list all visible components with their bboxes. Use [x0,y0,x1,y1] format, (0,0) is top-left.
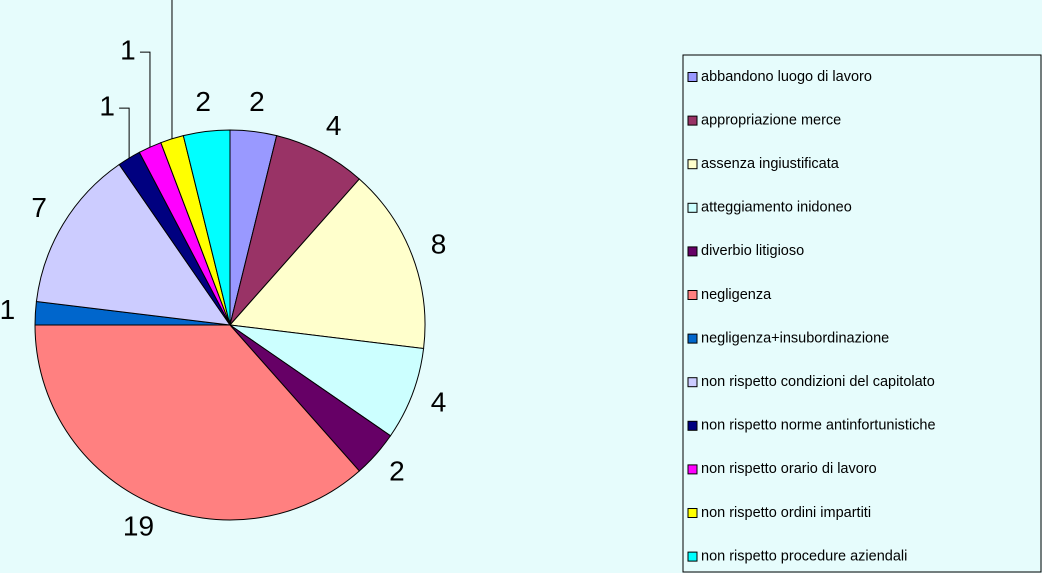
legend-swatch [687,72,698,82]
legend-swatch [687,202,698,213]
legend-label: non rispetto orario di lavoro [701,461,877,477]
legend-swatch [687,464,698,475]
pie-slice [35,163,232,326]
data-label: 4 [326,110,342,141]
legend-box [682,54,1042,573]
legend-swatch [687,508,698,518]
data-label: 2 [195,86,211,117]
data-label: 1 [99,91,115,122]
legend-label: non rispetto condizioni del capitolato [701,374,935,390]
legend-label: non rispetto norme antinfortunistiche [701,418,936,434]
legend-label: atteggiamento inidoneo [701,200,852,216]
legend-label: negligenza+insubordinazione [701,330,889,346]
data-label: 8 [431,228,447,259]
data-label: 1 [120,35,136,66]
data-label: 2 [389,455,405,486]
legend-label: negligenza [701,287,772,303]
legend-swatch [687,115,698,126]
legend-swatch [687,246,698,257]
pie-slice [34,324,361,521]
data-label: 1 [0,294,15,325]
legend-swatch [687,420,698,431]
pie-slice [229,324,425,437]
legend-label: appropriazione merce [701,112,841,128]
leader-line [139,51,151,148]
legend-swatch [687,333,698,344]
legend-swatch [687,551,698,562]
legend-label: non rispetto procedure aziendali [701,548,907,564]
leader-line [119,107,130,159]
legend-label: abbandono luogo di lavoro [701,69,872,85]
data-label: 4 [431,386,447,417]
leader-line [171,0,173,139]
data-label: 19 [123,511,154,542]
data-label: 7 [31,192,47,223]
legend-swatch [687,290,698,300]
pie-slice [229,135,361,326]
data-label: 2 [249,86,265,117]
legend-label: diverbio litigioso [701,243,804,259]
legend-swatch [687,159,698,170]
legend-swatch [687,377,698,388]
data-label: 1 [142,0,158,2]
legend-label: assenza ingiustificata [701,156,840,172]
pie-slice [182,129,231,326]
pie-slice [228,178,426,350]
legend-label: non rispetto ordini impartiti [701,505,871,521]
